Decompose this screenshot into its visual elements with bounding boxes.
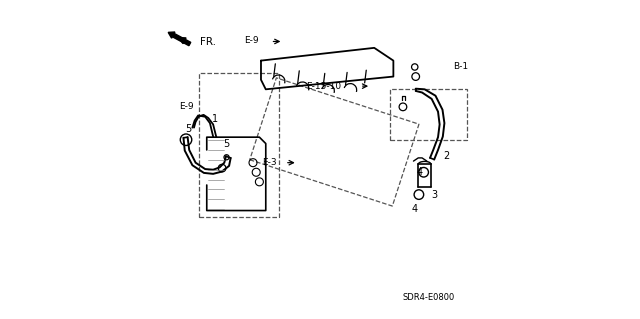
Text: 5: 5 <box>186 124 192 134</box>
Text: E-3: E-3 <box>262 158 277 167</box>
Text: E-15-10: E-15-10 <box>307 82 342 91</box>
Text: E-9: E-9 <box>179 102 193 111</box>
Text: 3: 3 <box>431 190 437 200</box>
Text: 1: 1 <box>212 114 218 124</box>
Text: B-1: B-1 <box>453 62 468 71</box>
Text: 4: 4 <box>417 167 422 177</box>
Text: SDR4-E0800: SDR4-E0800 <box>403 293 454 302</box>
Text: E-9: E-9 <box>244 36 259 45</box>
Text: 5: 5 <box>223 139 229 149</box>
Text: 4: 4 <box>412 204 418 214</box>
Text: FR.: FR. <box>200 37 216 48</box>
Text: 2: 2 <box>443 151 449 161</box>
FancyArrow shape <box>168 32 191 46</box>
